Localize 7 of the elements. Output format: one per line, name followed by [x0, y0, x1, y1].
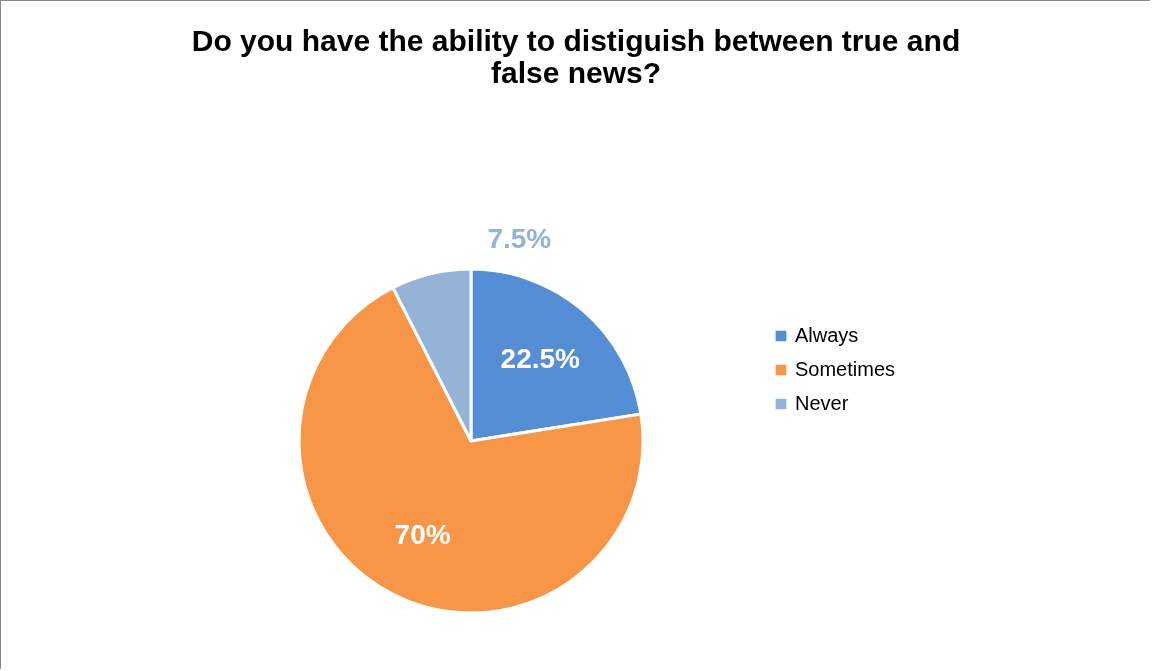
data-label: 70%: [394, 519, 451, 551]
data-label: 7.5%: [487, 222, 552, 254]
legend-label: Always: [795, 324, 859, 346]
data-label: 22.5%: [500, 342, 581, 374]
chart-title: Do you have the ability to distiguish between true and false news?: [191, 24, 961, 89]
legend-label: Sometimes: [795, 358, 896, 380]
legend-label: Never: [795, 392, 849, 414]
